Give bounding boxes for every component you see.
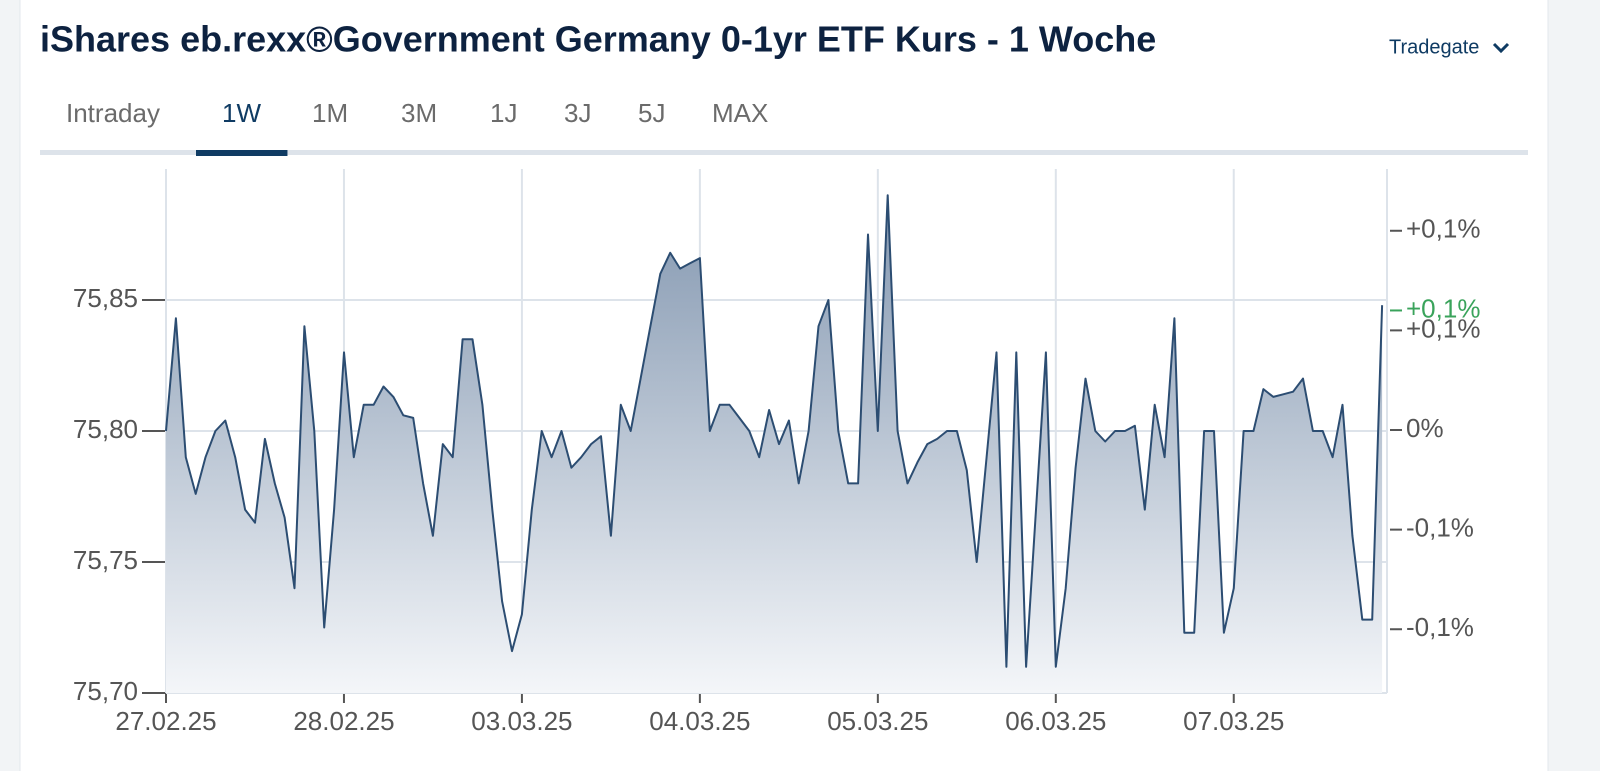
y2-tick-label: 0% xyxy=(1406,413,1444,443)
tab[interactable]: MAX xyxy=(712,98,768,128)
x-tick-label: 05.03.25 xyxy=(827,706,928,736)
x-tick-label: 28.02.25 xyxy=(293,706,394,736)
chevron[interactable] xyxy=(1492,42,1510,54)
tab[interactable]: Intraday xyxy=(66,98,160,128)
y-tick-label: 75,80 xyxy=(73,414,138,444)
tab[interactable]: 3J xyxy=(564,98,591,128)
x-tick-label: 03.03.25 xyxy=(471,706,572,736)
tab[interactable]: 3M xyxy=(401,98,437,128)
tab[interactable]: 1M xyxy=(312,98,348,128)
area xyxy=(166,195,1383,693)
tab-underline xyxy=(196,150,288,156)
tab[interactable]: 1J xyxy=(490,98,517,128)
tab-bar xyxy=(40,150,1528,155)
tab[interactable]: 1W xyxy=(222,98,261,128)
x-tick-label: 27.02.25 xyxy=(115,706,216,736)
exchange-label[interactable]: Tradegate xyxy=(1389,36,1479,58)
y2-tick-label: -0,1% xyxy=(1406,512,1474,542)
x-tick-label: 06.03.25 xyxy=(1005,706,1106,736)
last-change-label: +0,1% xyxy=(1406,293,1480,323)
y2-tick-label: +0,1% xyxy=(1406,313,1480,343)
y2-tick-label: -0,1% xyxy=(1406,612,1474,642)
price-line xyxy=(165,194,1384,668)
y-tick-label: 75,75 xyxy=(73,545,138,575)
exchange-select[interactable]: Tradegate xyxy=(1389,36,1510,58)
y-tick-label: 75,85 xyxy=(73,283,138,313)
y2-tick-label: +0,1% xyxy=(1406,214,1480,244)
x-tick-label: 04.03.25 xyxy=(649,706,750,736)
x-tick-label: 07.03.25 xyxy=(1183,706,1284,736)
y-tick-label: 75,70 xyxy=(73,676,138,706)
title: iShares eb.rexx®Government Germany 0-1yr… xyxy=(40,19,1156,60)
tab[interactable]: 5J xyxy=(638,98,665,128)
